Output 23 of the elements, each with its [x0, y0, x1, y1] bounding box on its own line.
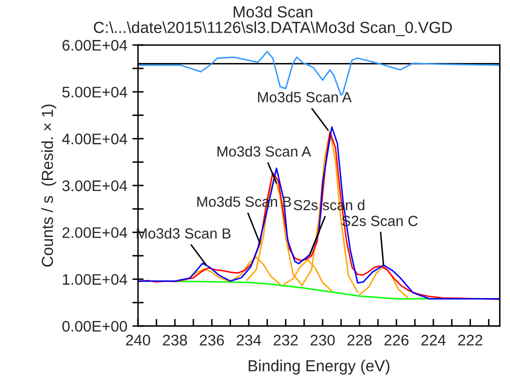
annotation: Mo3d3 Scan A	[218, 146, 312, 157]
x-tick-label: 228	[348, 334, 372, 346]
x-tick-label: 226	[384, 334, 409, 346]
x-tick-label: 222	[458, 334, 482, 346]
x-tick-label: 238	[162, 334, 188, 346]
y-tick-label: 0.00E+00	[62, 320, 127, 332]
y-axis-title: Counts / s (Resid. × 1)	[41, 104, 56, 267]
y-tick-label: 4.00E+04	[62, 134, 128, 144]
y-tick-label: 2.00E+04	[62, 227, 128, 238]
chart-title: Mo3d Scan	[234, 6, 312, 18]
x-axis-title: Binding Energy (eV)	[248, 360, 390, 375]
y-tick-label: 6.00E+04	[62, 40, 128, 51]
x-tick-label: 240	[126, 334, 150, 346]
x-tick-label: 236	[200, 334, 224, 346]
x-tick-label: 234	[236, 334, 262, 346]
x-tick-label: 224	[421, 334, 446, 346]
annotation: Mo3d5 Scan A	[258, 92, 352, 102]
y-tick-label: 5.00E+04	[62, 86, 128, 98]
y-tick-label: 1.00E+04	[62, 274, 128, 285]
x-tick-label: 232	[274, 334, 298, 346]
x-tick-label: 230	[310, 334, 335, 346]
y-tick-label: 3.00E+04	[62, 180, 128, 192]
chart-subtitle: C:\...\date\2015\1126\sl3.DATA\Mo3d Scan_0.VGD	[94, 21, 452, 36]
